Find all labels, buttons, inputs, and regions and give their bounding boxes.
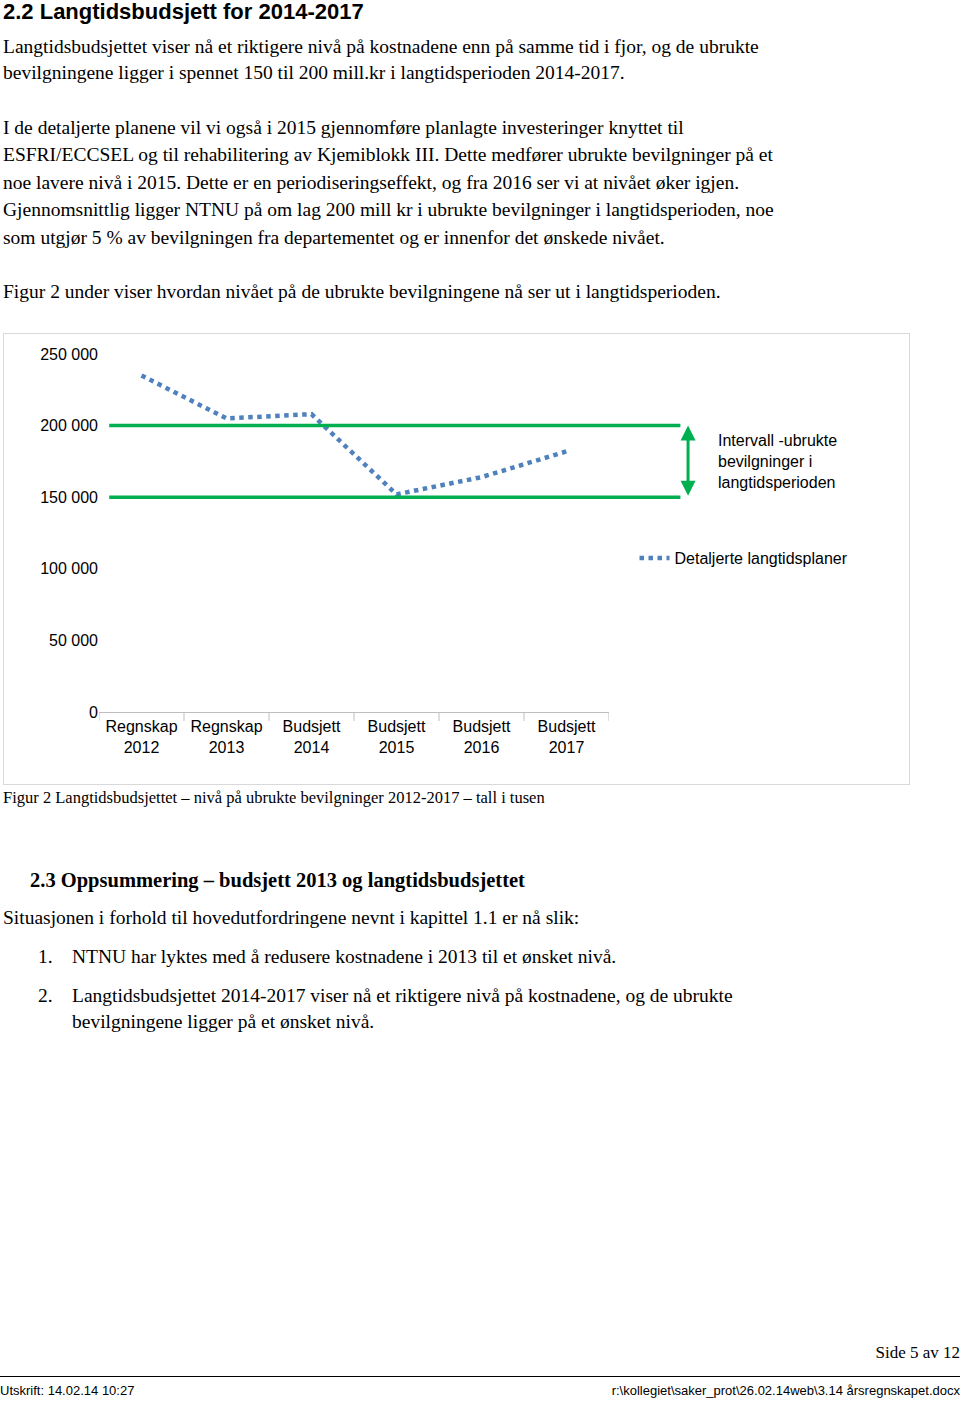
html-text:I de detaljerte planene vil vi: I de detaljerte planene vil vi også i 20…	[3, 117, 684, 138]
svg-text:50 000: 50 000	[49, 632, 98, 649]
html-text:som utgjør 5 % av bevilgningen: som utgjør 5 % av bevilgningen fra depar…	[3, 227, 665, 248]
svg-text:Budsjett2017: Budsjett2017	[538, 718, 596, 756]
html-text:1.: 1.	[38, 946, 53, 967]
html-text:bevilgningene ligger på et øns: bevilgningene ligger på et ønsket nivå.	[72, 1011, 375, 1032]
html-text:Figur 2 under viser hvordan ni: Figur 2 under viser hvordan nivået på de…	[3, 281, 721, 302]
html-text:NTNU har lyktes med å redusere: NTNU har lyktes med å redusere kostnaden…	[72, 946, 617, 967]
html-text:noe lavere nivå i 2015. Dette: noe lavere nivå i 2015. Dette er en peri…	[3, 172, 740, 193]
html-text:2.: 2.	[38, 985, 53, 1006]
html-text:r:\kollegiet\saker_prot\26.02.: r:\kollegiet\saker_prot\26.02.14web\3.14…	[611, 1383, 960, 1398]
html-text:Langtidsbudsjettet 2014-2017 v: Langtidsbudsjettet 2014-2017 viser nå et…	[72, 985, 733, 1006]
html-text:Utskrift: 14.02.14 10:27: Utskrift: 14.02.14 10:27	[0, 1383, 135, 1398]
svg-text:200 000: 200 000	[40, 417, 98, 434]
svg-text:Regnskap2013: Regnskap2013	[190, 718, 262, 756]
svg-text:Detaljerte langtidsplaner: Detaljerte langtidsplaner	[675, 550, 848, 567]
svg-text:Regnskap2012: Regnskap2012	[105, 718, 177, 756]
svg-text:Budsjett2014: Budsjett2014	[283, 718, 341, 756]
svg-text:250 000: 250 000	[40, 346, 98, 363]
html-text:ESFRI/ECCSEL og til rehabilite: ESFRI/ECCSEL og til rehabilitering av Kj…	[3, 144, 773, 165]
svg-text:Intervall -ubruktebevilgninger: Intervall -ubruktebevilgninger ilangtids…	[718, 432, 837, 491]
html-text:2.3 Oppsummering – budsjett 20: 2.3 Oppsummering – budsjett 2013 og lang…	[30, 869, 525, 891]
html-text:bevilgningene ligger i spennet: bevilgningene ligger i spennet 150 til 2…	[3, 62, 625, 83]
svg-text:Budsjett2015: Budsjett2015	[368, 718, 426, 756]
svg-text:Budsjett2016: Budsjett2016	[453, 718, 511, 756]
svg-text:0: 0	[89, 704, 98, 721]
svg-text:150 000: 150 000	[40, 489, 98, 506]
html-text:Gjennomsnittlig ligger NTNU på: Gjennomsnittlig ligger NTNU på om lag 20…	[3, 199, 774, 220]
html-text:Figur 2 Langtidsbudsjettet – n: Figur 2 Langtidsbudsjettet – nivå på ubr…	[3, 788, 545, 807]
html-text:Situasjonen i forhold til hove: Situasjonen i forhold til hovedutfordrin…	[3, 907, 580, 928]
html-text:Side 5 av 12: Side 5 av 12	[875, 1343, 960, 1362]
html-text:Langtidsbudsjettet viser nå et: Langtidsbudsjettet viser nå et riktigere…	[3, 36, 759, 57]
html-text:2.2 Langtidsbudsjett for 2014-: 2.2 Langtidsbudsjett for 2014-2017	[3, 0, 364, 24]
svg-text:100 000: 100 000	[40, 560, 98, 577]
